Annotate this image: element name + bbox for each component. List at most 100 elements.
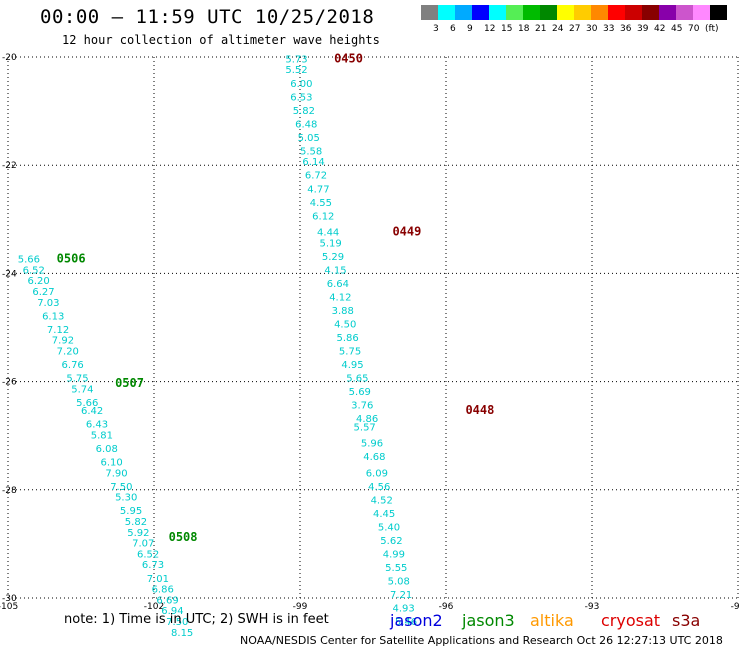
- swh-data-point: 5.82: [125, 517, 147, 528]
- color-scale-swatch: [710, 5, 727, 20]
- swh-data-point: 7.12: [47, 325, 69, 336]
- swh-data-point: 5.40: [378, 522, 400, 533]
- color-scale-swatch: [506, 5, 523, 20]
- swh-data-point: 6.00: [290, 79, 312, 90]
- color-scale-swatch: [421, 5, 438, 20]
- swh-data-point: 5.86: [337, 333, 359, 344]
- swh-data-point: 5.55: [385, 563, 407, 574]
- x-tick-label: -93: [585, 602, 600, 612]
- color-scale-label: 39: [637, 24, 649, 34]
- swh-data-point: 4.50: [334, 320, 356, 331]
- swh-data-point: 4.12: [329, 292, 351, 303]
- swh-data-point: 7.01: [147, 574, 169, 585]
- swh-data-point: 6.72: [305, 171, 327, 182]
- swh-data-point: 7.03: [37, 298, 59, 309]
- color-scale-swatch: [523, 5, 540, 20]
- swh-data-point: 3.76: [351, 401, 373, 412]
- swh-data-point: 4.86: [356, 414, 378, 425]
- color-scale-label: 45: [671, 24, 683, 34]
- color-scale-swatch: [591, 5, 608, 20]
- swh-data-point: 6.86: [152, 585, 174, 596]
- color-scale-label: 3: [433, 24, 439, 34]
- color-scale-swatch: [557, 5, 574, 20]
- swh-data-point: 6.20: [27, 276, 49, 287]
- x-tick-label: -96: [439, 602, 454, 612]
- swh-data-point: 5.30: [115, 493, 137, 504]
- color-scale-swatch: [489, 5, 506, 20]
- color-scale-label: (ft): [705, 24, 719, 34]
- legend-item-jason3: jason3: [462, 611, 515, 630]
- swh-data-point: 7.07: [132, 539, 154, 550]
- swh-data-point: 8.15: [171, 628, 193, 639]
- color-scale-label: 27: [569, 24, 581, 34]
- swh-data-point: 4.56: [368, 482, 390, 493]
- swh-data-point: 5.69: [349, 387, 371, 398]
- swh-data-point: 5.62: [380, 536, 402, 547]
- color-scale-swatch: [455, 5, 472, 20]
- color-scale-label: 9: [467, 24, 473, 34]
- swh-data-point: 6.14: [302, 157, 324, 168]
- x-tick-label: -102: [144, 602, 164, 612]
- track-time-label: 0507: [115, 376, 144, 390]
- swh-data-point: 5.05: [298, 133, 320, 144]
- color-scale-label: 36: [620, 24, 632, 34]
- swh-data-point: 5.73: [285, 54, 307, 65]
- swh-data-point: 6.12: [312, 211, 334, 222]
- swh-data-point: 7.50: [110, 482, 132, 493]
- legend-item-altika: altika: [530, 611, 574, 630]
- swh-data-point: 6.43: [86, 420, 108, 431]
- swh-data-point: 6.64: [327, 279, 349, 290]
- swh-data-point: 4.77: [307, 184, 329, 195]
- color-scale-swatch: [676, 5, 693, 20]
- y-tick-label: -22: [2, 161, 17, 171]
- swh-data-point: 4.45: [373, 509, 395, 520]
- swh-data-point: 6.76: [62, 360, 84, 371]
- swh-data-point: 5.95: [120, 506, 142, 517]
- swh-data-point: 5.58: [300, 146, 322, 157]
- swh-data-point: 5.19: [319, 238, 341, 249]
- color-scale-swatch: [472, 5, 489, 20]
- y-tick-label: -26: [2, 378, 17, 388]
- track-time-label: 0449: [392, 225, 421, 239]
- color-scale-label: 30: [586, 24, 598, 34]
- swh-data-point: 5.75: [339, 347, 361, 358]
- x-tick-label: -90: [731, 602, 740, 612]
- x-tick-label: -105: [0, 602, 18, 612]
- color-scale-label: 33: [603, 24, 615, 34]
- swh-data-point: 3.88: [332, 306, 354, 317]
- swh-data-point: 6.69: [156, 595, 178, 606]
- swh-data-point: 7.90: [105, 468, 127, 479]
- swh-data-point: 4.68: [363, 452, 385, 463]
- swh-data-point: 4.55: [310, 198, 332, 209]
- swh-data-point: 4.93: [392, 604, 414, 615]
- swh-data-point: 6.94: [161, 606, 183, 617]
- swh-data-point: 7.20: [57, 347, 79, 358]
- swh-data-point: 5.52: [285, 65, 307, 76]
- color-scale-label: 42: [654, 24, 666, 34]
- swh-data-point: 6.52: [137, 549, 159, 560]
- color-scale-swatch: [540, 5, 557, 20]
- swh-data-point: 5.65: [346, 374, 368, 385]
- swh-data-point: 5.82: [293, 106, 315, 117]
- color-scale-swatch: [693, 5, 710, 20]
- color-scale-swatch: [642, 5, 659, 20]
- color-scale-label: 24: [552, 24, 564, 34]
- color-scale-label: 15: [501, 24, 513, 34]
- color-scale-swatch: [608, 5, 625, 20]
- swh-data-point: 4.44: [317, 228, 339, 239]
- color-scale-swatch: [574, 5, 591, 20]
- swh-data-point: 6.10: [100, 457, 122, 468]
- swh-data-point: 6.08: [96, 444, 118, 455]
- color-scale-label: 6: [450, 24, 456, 34]
- swh-data-point: 6.73: [142, 560, 164, 571]
- y-tick-label: -30: [2, 594, 17, 604]
- color-scale-swatch: [659, 5, 676, 20]
- color-scale-label: 21: [535, 24, 547, 34]
- swh-data-point: 7.21: [390, 590, 412, 601]
- x-tick-label: -99: [293, 602, 308, 612]
- color-scale-label: 18: [518, 24, 530, 34]
- footer-credit: NOAA/NESDIS Center for Satellite Applica…: [240, 634, 723, 647]
- swh-data-point: 5.46: [395, 617, 417, 628]
- swh-data-point: 6.13: [42, 311, 64, 322]
